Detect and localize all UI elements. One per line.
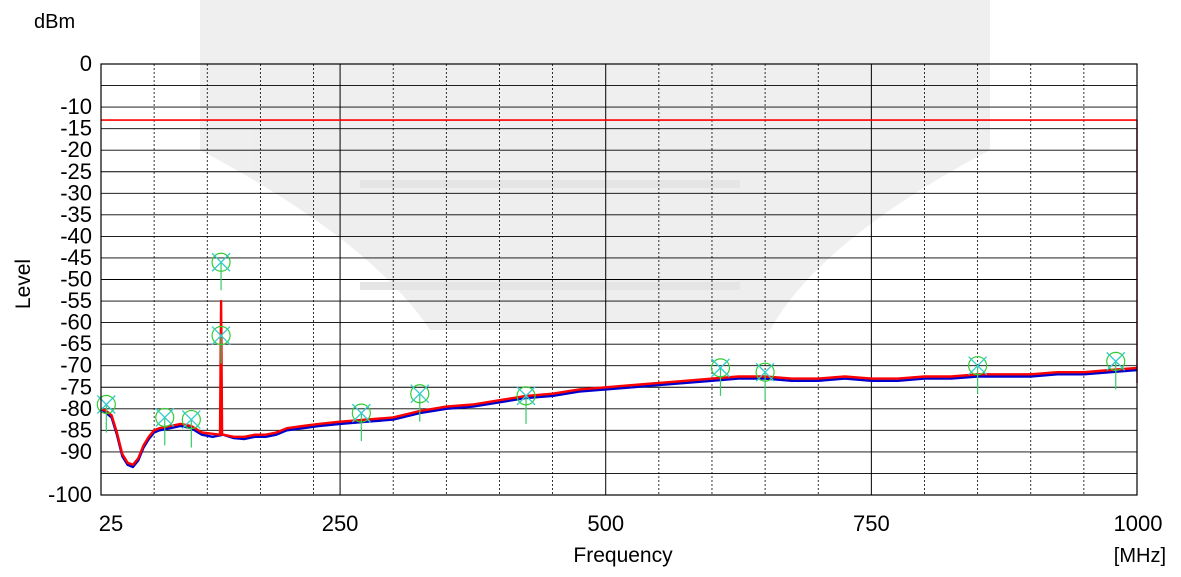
y-tick-label: -40 (60, 223, 92, 248)
y-tick-label: -15 (60, 116, 92, 141)
y-tick-label: -25 (60, 159, 92, 184)
peak-marker-cross (96, 395, 116, 414)
y-tick-label: -60 (60, 310, 92, 335)
peak-marker-circle (516, 386, 536, 406)
y-axis-title: Level (12, 259, 35, 309)
y-tick-label: -45 (60, 245, 92, 270)
peak-marker-cross (211, 252, 231, 272)
peak-marker-circle (351, 403, 371, 423)
y-tick-label: -55 (60, 288, 92, 313)
y-tick-label: -80 (60, 396, 92, 421)
series-line-1 (100, 368, 1138, 469)
y-tick-label: -20 (60, 137, 92, 162)
x-tick-label: 750 (853, 511, 890, 536)
y-unit-label: dBm (34, 11, 75, 33)
grid-layer (101, 64, 1137, 495)
y-tick-label: 0 (80, 51, 92, 76)
x-tick-label: 25 (99, 511, 123, 536)
y-tick-label: -100 (48, 482, 92, 507)
x-tick-label: 1000 (1114, 511, 1163, 536)
marker-layer (96, 252, 1126, 448)
y-tick-label: -35 (60, 202, 92, 227)
peak-marker-cross (711, 358, 730, 378)
watermark-logo (200, 0, 990, 330)
peak-marker-circle (410, 384, 430, 404)
y-tick-label: -70 (60, 353, 92, 378)
y-tick-labels: 0 -10-15-20-25-30-35-40-45-50-55-60-65-70… (48, 51, 92, 507)
peak-marker-cross (968, 356, 988, 376)
x-tick-label: 500 (587, 511, 624, 536)
peak-marker-circle (181, 409, 201, 430)
peak-marker-cross (755, 362, 775, 382)
x-tick-label: 250 (322, 511, 359, 536)
y-tick-label: -10 (60, 94, 92, 119)
peak-marker-circle (211, 325, 231, 346)
peak-marker-circle (968, 356, 988, 376)
y-tick-label: -90 (60, 439, 92, 464)
y-tick-label: -75 (60, 374, 92, 399)
y-tick-label: -65 (60, 331, 92, 356)
peak-marker-cross (516, 386, 536, 406)
y-tick-label: -30 (60, 180, 92, 205)
peak-marker-circle (1106, 351, 1126, 371)
peak-marker-circle (96, 394, 116, 415)
x-unit-label: [MHz] (1114, 545, 1166, 567)
peak-marker-cross (211, 326, 231, 345)
x-axis-title: Frequency (573, 544, 673, 567)
y-tick-label: -50 (60, 267, 92, 292)
peak-marker-circle (755, 362, 775, 382)
x-tick-labels: 25 250 500 750 1000 (99, 511, 1163, 536)
peak-marker-cross (351, 403, 371, 423)
y-tick-label: -85 (60, 417, 92, 442)
peak-marker-cross (155, 407, 175, 427)
plot-frame (100, 63, 1138, 496)
peak-marker-cross (181, 410, 201, 430)
peak-marker-cross (410, 384, 430, 404)
peak-marker-cross (1106, 351, 1126, 371)
peak-marker-circle (155, 407, 175, 428)
peak-marker-circle (211, 252, 231, 272)
peak-marker-circle (710, 358, 731, 378)
